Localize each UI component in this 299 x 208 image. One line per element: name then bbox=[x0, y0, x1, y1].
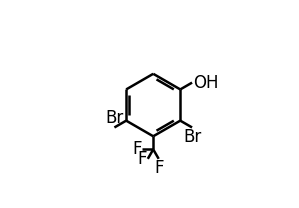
Text: OH: OH bbox=[193, 74, 218, 92]
Text: F: F bbox=[138, 150, 147, 168]
Text: Br: Br bbox=[105, 109, 123, 127]
Text: F: F bbox=[154, 160, 164, 177]
Text: Br: Br bbox=[183, 128, 201, 146]
Text: F: F bbox=[132, 140, 142, 158]
